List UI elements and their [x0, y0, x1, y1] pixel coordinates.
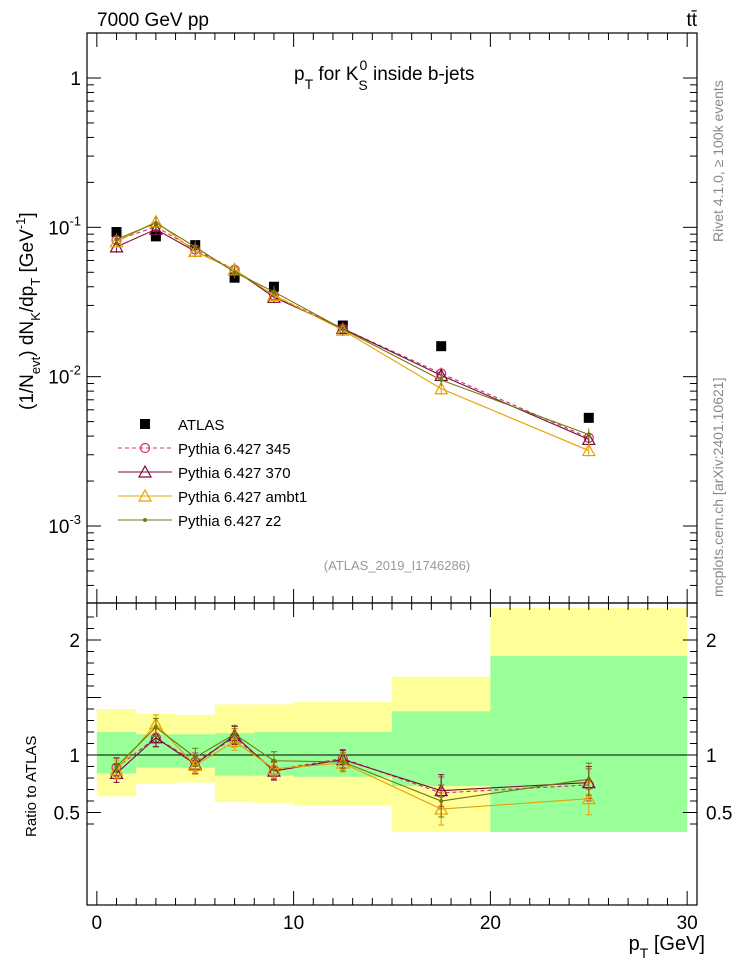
main-point — [439, 377, 444, 382]
ratio-y-label: Ratio to ATLAS — [23, 736, 40, 837]
ratio-y-tick-label-right: 1 — [706, 746, 717, 767]
main-point — [114, 237, 119, 242]
ratio-point — [193, 755, 198, 760]
legend-marker — [139, 442, 151, 454]
main-point — [193, 244, 198, 249]
main-point — [188, 244, 203, 257]
main-point — [583, 412, 594, 423]
ratio-series-layer — [109, 714, 596, 826]
main-y-axis: 10-3 10-2 10-1 1 — [48, 32, 697, 586]
main-point — [434, 381, 449, 395]
main-series-0 — [111, 227, 594, 423]
title-p: p — [294, 64, 305, 85]
ratio-series-line — [116, 726, 589, 802]
ratio-point — [271, 758, 276, 763]
main-y-tick-label: 10-2 — [48, 363, 81, 389]
main-point — [586, 432, 591, 437]
ratio-point — [266, 761, 281, 775]
title-sub-t: T — [305, 76, 314, 92]
title-mid: for K — [313, 64, 359, 85]
legend-item: Pythia 6.427 ambt1 — [118, 488, 307, 506]
legend-marker — [137, 464, 153, 478]
ratio-point — [439, 799, 444, 803]
green-band — [392, 711, 491, 787]
ratio-y-axis: 0.5 0.5 1 1 2 2 — [54, 616, 732, 825]
main-point — [271, 289, 276, 294]
ratio-point — [581, 791, 596, 805]
main-point — [340, 327, 345, 332]
legend-label: Pythia 6.427 370 — [178, 465, 291, 482]
header-energy: 7000 GeV pp — [97, 10, 209, 31]
main-point — [232, 270, 237, 275]
main-point — [150, 231, 161, 242]
main-point — [153, 220, 158, 225]
main-series-4 — [114, 216, 591, 441]
main-y-tick-label: 1 — [70, 69, 81, 90]
ratio-point — [340, 759, 345, 764]
ratio-series-line — [116, 723, 589, 810]
ratio-point — [148, 730, 163, 744]
x-tick-label: 10 — [283, 913, 304, 934]
title-rest: inside b-jets — [368, 64, 475, 85]
rivet-label: Rivet 4.1.0, ≥ 100k events — [710, 80, 726, 242]
ratio-point — [153, 725, 158, 730]
main-point — [109, 234, 124, 248]
ratio-series-line — [116, 734, 589, 792]
ratio-point — [188, 758, 203, 771]
main-series-line — [116, 222, 589, 436]
ratio-uncertainty-bands — [96, 607, 688, 833]
ratio-panel: 0.5 0.5 1 1 2 2 0 10 20 30 — [54, 602, 732, 934]
main-point — [111, 227, 122, 238]
header-process: tt̄ — [686, 10, 697, 31]
x-axis-label: pT [GeV] — [629, 933, 705, 961]
legend-marker — [143, 518, 147, 522]
title-sub-s: S — [358, 77, 367, 93]
x-tick-label: 0 — [92, 913, 103, 934]
legend-marker — [137, 488, 153, 502]
main-y-label: (1/Nevt) dNK/dpT [GeV-1] — [13, 212, 43, 410]
main-series-line — [116, 226, 589, 439]
ratio-series-3 — [113, 717, 592, 818]
ratio-point — [232, 732, 237, 737]
legend-item: Pythia 6.427 370 — [118, 464, 291, 482]
legend: ATLAS Pythia 6.427 345 Pythia 6.427 370 Pyt… — [118, 417, 307, 530]
main-point — [581, 443, 596, 457]
legend-marker — [140, 419, 150, 429]
x-tick-label: 20 — [480, 913, 501, 934]
main-point — [266, 288, 281, 302]
main-series-layer — [109, 214, 596, 457]
main-y-tick-label: 10-1 — [48, 213, 81, 239]
title-sup-0: 0 — [360, 57, 368, 73]
analysis-label: (ATLAS_2019_I1746286) — [324, 558, 470, 573]
ratio-point — [114, 764, 119, 769]
legend-label: Pythia 6.427 345 — [178, 441, 291, 458]
legend-item: Pythia 6.427 z2 — [118, 513, 281, 530]
legend-item: ATLAS — [140, 417, 224, 434]
main-x-ticks — [96, 33, 688, 603]
main-panel: 10-3 10-2 10-1 1 pT for K0 S inside b-jets (… — [48, 32, 698, 604]
ratio-y-tick-label: 2 — [69, 631, 80, 652]
ratio-point — [227, 733, 242, 747]
ratio-y-tick-label-right: 0.5 — [706, 804, 732, 825]
main-y-tick-label: 10-3 — [48, 512, 81, 538]
ratio-y-tick-label: 0.5 — [54, 804, 80, 825]
ratio-point — [586, 777, 591, 782]
main-point — [148, 222, 163, 235]
main-point — [436, 341, 447, 352]
chart-title: pT for K0 S inside b-jets — [294, 57, 474, 93]
legend-item: Pythia 6.427 345 — [118, 441, 291, 458]
legend-label: ATLAS — [178, 417, 224, 434]
ratio-x-axis: 0 10 20 30 — [92, 603, 698, 934]
ratio-y-tick-label: 1 — [69, 746, 80, 767]
x-tick-label: 30 — [677, 913, 698, 934]
legend-label: Pythia 6.427 z2 — [178, 513, 281, 530]
ratio-y-tick-label-right: 2 — [706, 631, 717, 652]
legend-label: Pythia 6.427 ambt1 — [178, 489, 307, 506]
main-series-line — [116, 228, 589, 440]
mcplots-label: mcplots.cern.ch [arXiv:2401.10621] — [710, 378, 726, 597]
